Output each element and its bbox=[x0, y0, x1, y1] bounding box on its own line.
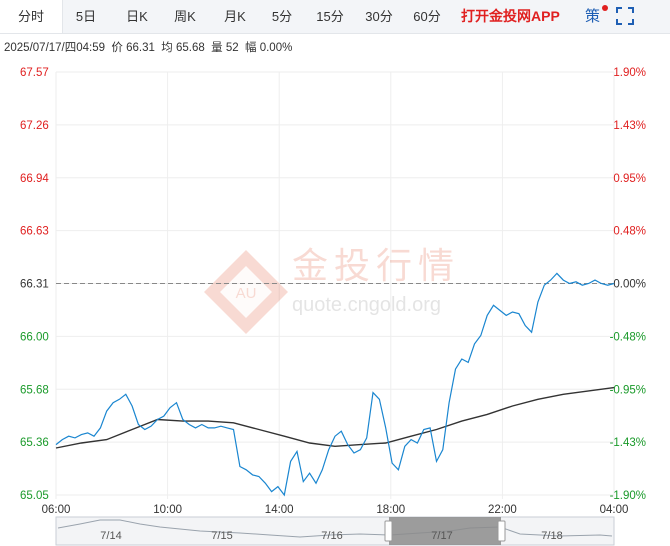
watermark-logo: AU bbox=[204, 250, 288, 334]
time-tick-label: 10:00 bbox=[153, 504, 182, 516]
percent-tick-label: -0.95% bbox=[610, 384, 646, 396]
navigator-date-label: 7/16 bbox=[321, 530, 342, 542]
price-tick-label: 67.26 bbox=[20, 120, 49, 132]
price-tick-label: 67.57 bbox=[20, 67, 49, 79]
open-app-link[interactable]: 打开金投网APP bbox=[461, 8, 560, 24]
time-axis: 06:00 10:00 14:00 18:00 22:00 04:00 bbox=[42, 504, 629, 516]
period-toolbar: 分时 5日 日K 周K 月K 5分 15分 30分 60分 打开金投网APP 策 bbox=[0, 0, 670, 34]
tab-daily-k[interactable]: 日K bbox=[126, 9, 148, 24]
tab-5-day[interactable]: 5日 bbox=[75, 9, 97, 24]
tab-30-min[interactable]: 30分 bbox=[365, 9, 393, 24]
tab-5-min[interactable]: 5分 bbox=[271, 9, 293, 24]
strategy-button[interactable]: 策 bbox=[585, 8, 601, 25]
tab-monthly-k[interactable]: 月K bbox=[224, 9, 246, 24]
percent-tick-label: -1.90% bbox=[610, 490, 646, 502]
navigator-handle-right[interactable] bbox=[497, 520, 506, 542]
tab-weekly-k[interactable]: 周K bbox=[174, 9, 196, 24]
navigator-date-label: 7/17 bbox=[431, 530, 452, 542]
watermark-logo-text: AU bbox=[236, 285, 257, 302]
price-line bbox=[55, 272, 615, 497]
navigator-track bbox=[55, 516, 615, 546]
quote-info-bar: 2025/07/17/四04:59 价 66.31 均 65.68 量 52 幅… bbox=[4, 42, 293, 54]
price-tick-label: 65.36 bbox=[20, 437, 49, 449]
percent-tick-label: -0.48% bbox=[610, 331, 646, 343]
tab-intraday[interactable]: 分时 bbox=[0, 0, 63, 33]
price-tick-label: 66.94 bbox=[20, 173, 49, 185]
chart-grid bbox=[55, 71, 615, 499]
price-tick-label: 66.63 bbox=[20, 226, 49, 238]
navigator-handle-left[interactable] bbox=[384, 520, 393, 542]
price-tick-label: 65.68 bbox=[20, 384, 49, 396]
watermark-url: quote.cngold.org bbox=[292, 294, 441, 316]
percent-tick-label: 1.90% bbox=[613, 67, 646, 79]
percent-tick-label: 1.43% bbox=[613, 120, 646, 132]
percent-tick-label: 0.95% bbox=[613, 173, 646, 185]
range-navigator[interactable]: 7/14 7/15 7/16 7/17 7/18 bbox=[55, 516, 615, 546]
watermark: AU 金投行情 quote.cngold.org bbox=[204, 246, 460, 334]
time-tick-label: 06:00 bbox=[42, 504, 71, 516]
navigator-sparkline bbox=[57, 519, 613, 538]
time-tick-label: 22:00 bbox=[488, 504, 517, 516]
navigator-date-label: 7/14 bbox=[100, 530, 121, 542]
tab-60-min[interactable]: 60分 bbox=[413, 9, 441, 24]
time-tick-label: 04:00 bbox=[600, 504, 629, 516]
navigator-date-label: 7/18 bbox=[541, 530, 562, 542]
price-tick-label: 66.31 bbox=[20, 279, 49, 291]
percent-tick-label: 0.00% bbox=[613, 279, 646, 291]
average-price-line bbox=[55, 386, 615, 449]
price-tick-label: 66.00 bbox=[20, 331, 49, 343]
fullscreen-icon[interactable] bbox=[616, 7, 634, 25]
tab-15-min[interactable]: 15分 bbox=[316, 9, 344, 24]
watermark-brand: 金投行情 bbox=[292, 246, 460, 287]
percent-tick-label: -1.43% bbox=[610, 437, 646, 449]
navigator-date-label: 7/15 bbox=[211, 530, 232, 542]
percent-tick-label: 0.48% bbox=[613, 226, 646, 238]
notification-dot bbox=[602, 5, 608, 11]
navigator-selected-range[interactable] bbox=[389, 517, 501, 545]
price-tick-label: 65.05 bbox=[20, 490, 49, 502]
time-tick-label: 14:00 bbox=[265, 504, 294, 516]
time-tick-label: 18:00 bbox=[376, 504, 405, 516]
percent-axis: 1.90% 1.43% 0.95% 0.48% 0.00% -0.48% -0.95% -1.… bbox=[610, 67, 646, 502]
price-axis: 67.57 67.26 66.94 66.63 66.31 66.00 65.68 65.36… bbox=[20, 67, 49, 502]
